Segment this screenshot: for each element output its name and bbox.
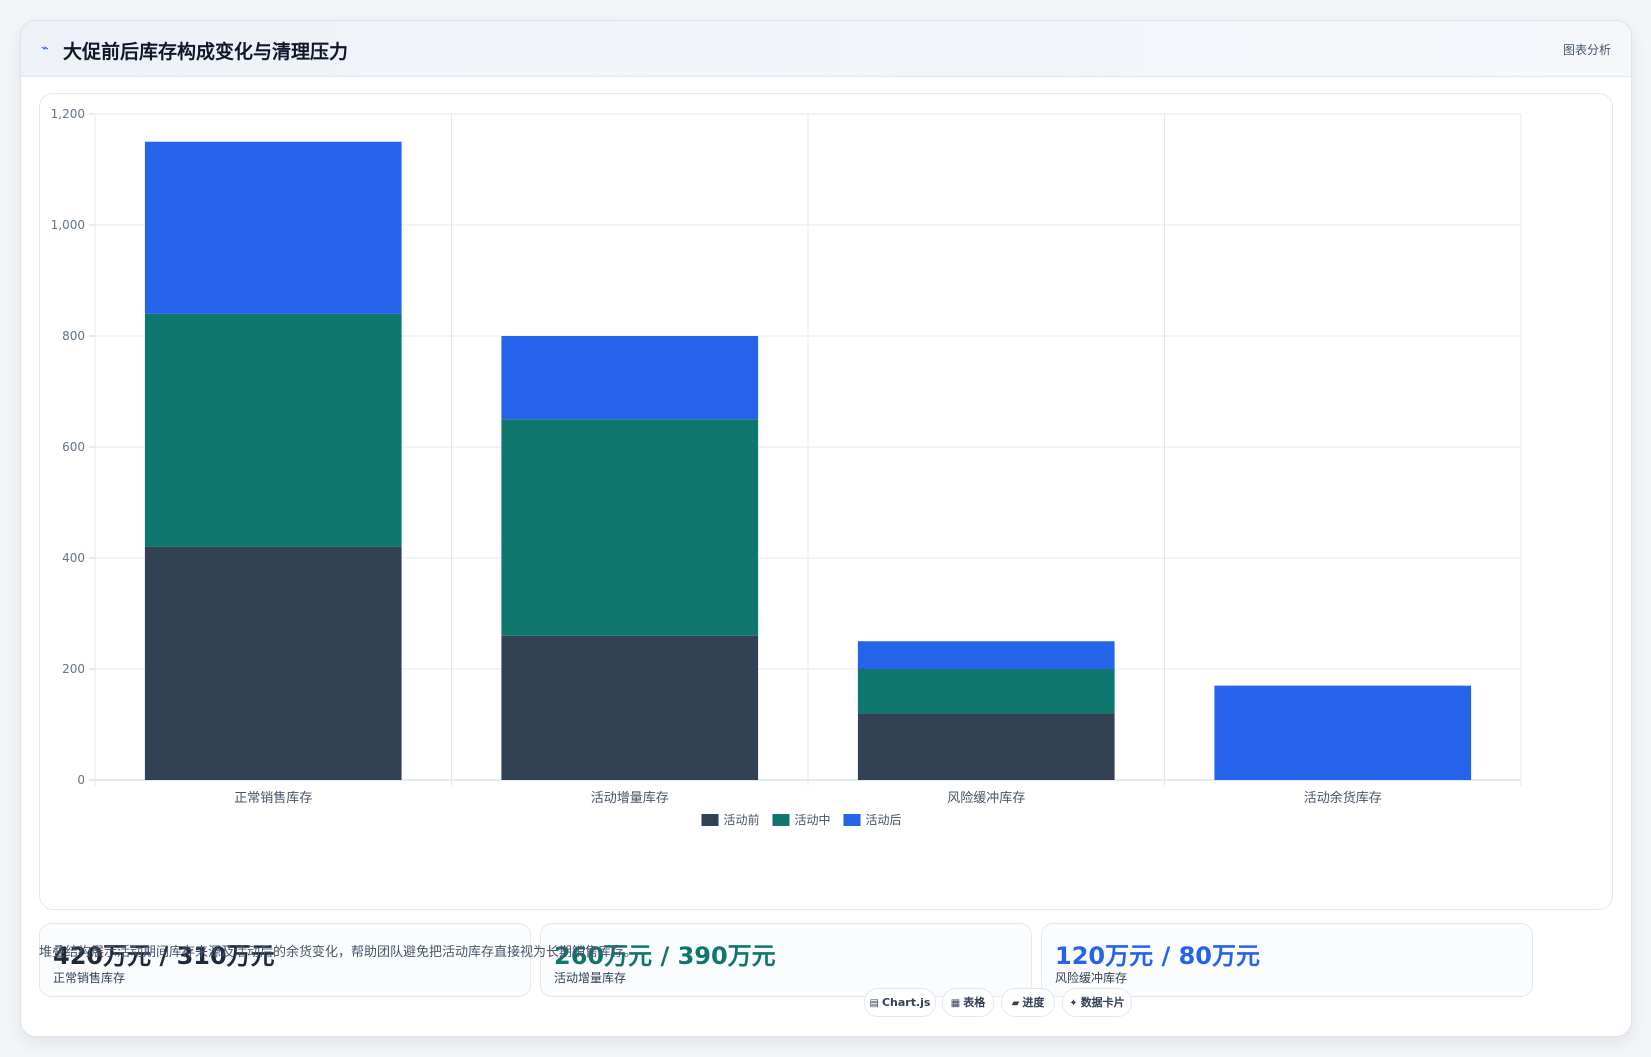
stat-card-risk: 120万元 / 80万元 风险缓冲库存 [1041, 923, 1533, 997]
bar-segment [857, 713, 1115, 780]
y-tick-label: 1,200 [51, 107, 85, 121]
card-title: 大促前后库存构成变化与清理压力 [63, 41, 349, 63]
bar-segment [144, 546, 402, 780]
chart-icon: ▤ [869, 998, 879, 1009]
y-tick-label: 400 [62, 551, 85, 565]
stat-value: 420万元 / 310万元 [53, 942, 275, 970]
y-tick-label: 1,000 [51, 218, 85, 232]
x-tick-label: 活动余货库存 [1304, 790, 1382, 806]
pill-table[interactable]: ▦ 表格 [942, 988, 994, 1017]
table-icon: ▦ [950, 998, 961, 1009]
legend-label: 活动后 [866, 813, 902, 827]
legend-label: 活动前 [724, 812, 760, 827]
stat-label: 风险缓冲库存 [1055, 971, 1128, 985]
bar-segment [144, 313, 402, 547]
footnote: 堆叠结构展示活动期间库存来源及活动后的余货变化，帮助团队避免把活动库存直接视为长… [39, 945, 638, 960]
pill-chartjs[interactable]: ▤ Chart.js [864, 988, 936, 1017]
y-tick-label: 0 [77, 773, 85, 787]
bar-segment [144, 141, 402, 314]
pill-data-card[interactable]: ✦ 数据卡片 [1062, 988, 1132, 1017]
x-tick-label: 风险缓冲库存 [947, 790, 1025, 806]
trend-line-icon: ⌁ [41, 41, 49, 56]
progress-icon: ▰ [1011, 998, 1020, 1009]
stat-card-promo: 260万元 / 390万元 活动增量库存 [540, 923, 1032, 997]
y-tick-label: 800 [62, 329, 85, 343]
bar-segment [857, 669, 1115, 714]
chart-analysis-tag[interactable]: 图表分析 [1562, 43, 1611, 57]
legend-label: 活动中 [795, 812, 831, 827]
stacked-bar-chart: 0 200 400 600 800 1,000 1,200 正常销售库存 活动增量库存 风险缓冲库… [51, 107, 1522, 827]
chart-card: ⌁ 大促前后库存构成变化与清理压力 图表分析 0 200 400 600 800 1,00… [20, 20, 1632, 1037]
legend-swatch [772, 814, 790, 826]
x-tick-label: 活动增量库存 [591, 790, 669, 806]
bar-segment [501, 336, 759, 420]
bar-segment [501, 635, 759, 780]
stat-value: 120万元 / 80万元 [1055, 942, 1260, 970]
bar-segment [857, 641, 1115, 669]
y-tick-label: 600 [62, 440, 85, 454]
stat-label: 活动增量库存 [554, 971, 627, 985]
stat-value: 260万元 / 390万元 [554, 942, 776, 970]
stat-label: 正常销售库存 [53, 971, 126, 985]
legend-swatch [701, 814, 719, 826]
card-header: ⌁ 大促前后库存构成变化与清理压力 图表分析 [21, 21, 1631, 77]
sparkle-icon: ✦ [1069, 998, 1078, 1009]
y-tick-label: 200 [62, 662, 85, 676]
pill-progress[interactable]: ▰ 进度 [1001, 988, 1055, 1017]
stat-card-normal: 420万元 / 310万元 正常销售库存 [39, 923, 531, 997]
bar-segment [501, 419, 759, 636]
x-tick-label: 正常销售库存 [234, 790, 312, 806]
legend-swatch [843, 814, 861, 826]
bar-segment [1214, 685, 1472, 780]
chart-container: 0 200 400 600 800 1,000 1,200 正常销售库存 活动增量库存 风险缓冲库… [39, 93, 1613, 910]
